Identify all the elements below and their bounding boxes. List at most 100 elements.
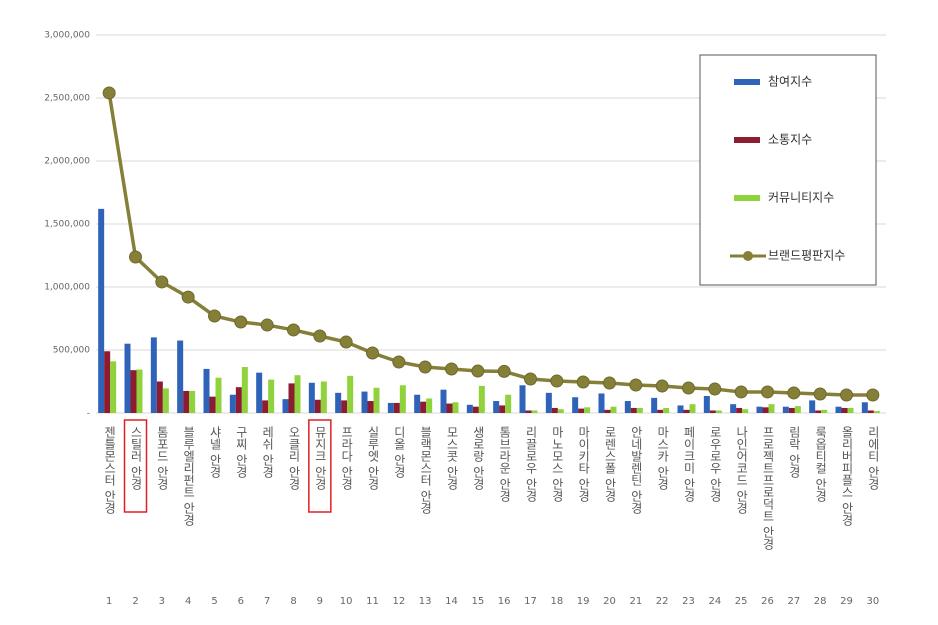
legend-label: 참여지수 xyxy=(768,75,812,89)
rank-label: 1 xyxy=(106,596,112,607)
rank-label: 10 xyxy=(340,596,353,607)
rank-label: 22 xyxy=(656,596,669,607)
bar xyxy=(709,410,716,413)
x-tick-label: 마스카 안경 xyxy=(656,426,670,490)
bar xyxy=(320,381,327,413)
line-marker xyxy=(339,335,353,349)
line-marker xyxy=(471,364,485,378)
line-marker xyxy=(787,386,801,400)
bar xyxy=(361,391,368,413)
line-marker xyxy=(155,275,169,289)
x-tick-label: 프로젝트프로덕트 안경 xyxy=(761,426,775,550)
bar xyxy=(150,337,157,413)
bar xyxy=(268,379,275,413)
bar xyxy=(347,375,354,413)
bar xyxy=(314,399,321,413)
rank-label: 29 xyxy=(840,596,853,607)
rank-label: 6 xyxy=(238,596,244,607)
rank-label: 28 xyxy=(814,596,827,607)
rank-label: 20 xyxy=(603,596,616,607)
line-marker xyxy=(392,355,406,369)
bar xyxy=(689,404,696,413)
x-tick-label: 마노모스 안경 xyxy=(550,426,564,502)
line-marker xyxy=(655,379,669,393)
rank-label: 21 xyxy=(629,596,642,607)
rank-label: 12 xyxy=(392,596,405,607)
bar xyxy=(452,402,459,413)
bar xyxy=(545,392,552,413)
x-tick-label: 생로랑 안경 xyxy=(471,426,485,490)
x-tick-label: 안네발렌틴 안경 xyxy=(629,426,643,514)
rank-label: 14 xyxy=(445,596,458,607)
bar xyxy=(294,375,301,413)
x-tick-label: 실루엣 안경 xyxy=(366,426,380,490)
line-marker xyxy=(234,315,248,329)
bar xyxy=(768,404,775,413)
bar xyxy=(821,409,828,413)
line-marker xyxy=(445,362,458,376)
bar xyxy=(98,208,105,413)
line-marker xyxy=(497,364,511,378)
bar xyxy=(215,377,222,413)
rank-label: 25 xyxy=(735,596,748,607)
x-tick-label: 블루엘리펀트 안경 xyxy=(182,426,196,526)
bar xyxy=(341,400,348,413)
line-marker xyxy=(550,374,564,388)
bar xyxy=(815,410,822,413)
bar xyxy=(630,407,637,413)
rank-label: 11 xyxy=(366,596,379,607)
x-tick-label: 구찌 안경 xyxy=(234,426,248,478)
rank-label: 7 xyxy=(264,596,270,607)
rank-label: 2 xyxy=(132,596,138,607)
bar xyxy=(683,409,690,413)
x-tick-label: 톰포드 안경 xyxy=(155,426,169,490)
y-tick-label: 1,000,000 xyxy=(44,283,90,293)
line-marker xyxy=(629,378,643,392)
y-tick-label: 1,500,000 xyxy=(44,220,90,230)
rank-label: 19 xyxy=(577,596,590,607)
bar xyxy=(873,411,880,413)
line-marker xyxy=(524,372,537,386)
x-tick-label: 모스콧 안경 xyxy=(445,426,459,490)
rank-label: 18 xyxy=(550,596,563,607)
x-tick-label: 뮤지크 안경 xyxy=(313,426,327,490)
highlight-box xyxy=(123,419,148,513)
bar xyxy=(519,385,526,413)
line-marker xyxy=(708,382,722,396)
bar xyxy=(440,389,447,413)
bar xyxy=(736,407,743,413)
bar xyxy=(136,369,143,413)
rank-label: 23 xyxy=(682,596,695,607)
y-tick-label: 500,000 xyxy=(53,346,90,356)
bar xyxy=(610,406,617,413)
bar xyxy=(715,410,722,413)
line-marker xyxy=(682,381,695,395)
line-marker xyxy=(734,385,748,399)
bar xyxy=(657,409,664,413)
bar xyxy=(624,401,631,413)
line-marker xyxy=(866,388,880,402)
x-tick-label: 룩옵티컬 안경 xyxy=(814,426,828,502)
rank-label: 17 xyxy=(524,596,537,607)
x-tick-label: 오클리 안경 xyxy=(287,426,301,490)
line-marker xyxy=(761,385,774,399)
line-marker xyxy=(181,290,195,304)
bar xyxy=(867,410,874,413)
bar xyxy=(373,387,380,413)
bar xyxy=(742,409,749,413)
bar xyxy=(414,394,421,413)
x-tick-label: 로우로우 안경 xyxy=(708,426,722,502)
x-tick-label: 림락 안경 xyxy=(787,426,801,478)
rank-label: 5 xyxy=(211,596,217,607)
bar xyxy=(262,400,269,413)
bar xyxy=(531,410,538,413)
rank-label: 24 xyxy=(708,596,721,607)
x-tick-label: 스틸러 안경 xyxy=(129,426,143,490)
line-marker xyxy=(366,346,379,360)
bar xyxy=(756,406,763,413)
bar xyxy=(189,390,196,413)
rank-label: 27 xyxy=(787,596,800,607)
bar xyxy=(551,407,558,413)
bar xyxy=(209,396,216,413)
bar xyxy=(466,404,473,413)
